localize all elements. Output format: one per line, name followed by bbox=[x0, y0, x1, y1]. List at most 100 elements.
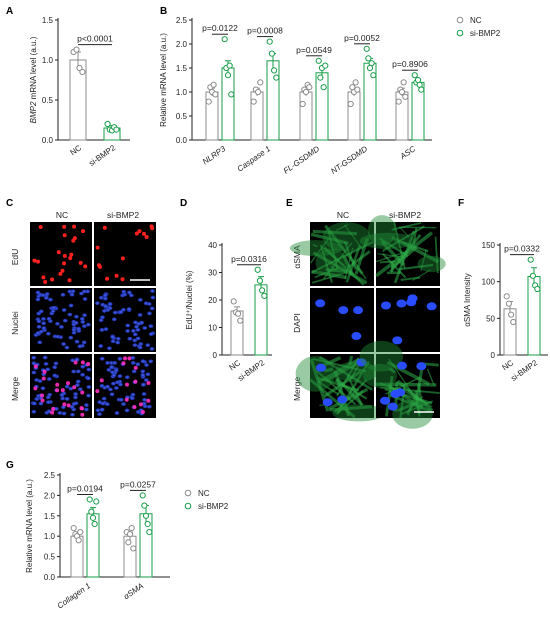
nucleus bbox=[124, 408, 130, 413]
edu-cell bbox=[40, 398, 45, 403]
nucleus bbox=[132, 332, 138, 337]
tile-e-nc-sma bbox=[289, 222, 374, 286]
nucleus bbox=[137, 345, 143, 350]
nucleus bbox=[85, 322, 91, 327]
y-tick-label: 1.0 bbox=[42, 56, 54, 65]
edu-cell bbox=[62, 253, 67, 258]
data-point-b-0-0 bbox=[212, 91, 219, 98]
nucleus bbox=[82, 297, 88, 301]
dapi-nucleus bbox=[387, 402, 398, 411]
edu-cell bbox=[120, 256, 125, 261]
nucleus bbox=[98, 318, 104, 323]
edu-cell bbox=[80, 412, 85, 417]
nucleus bbox=[82, 289, 87, 294]
y-tick-label: 0.5 bbox=[42, 96, 54, 105]
actin-fiber bbox=[311, 241, 374, 274]
nucleus bbox=[132, 343, 138, 347]
data-point-d-1 bbox=[261, 292, 268, 299]
data-point-g-0-1 bbox=[93, 498, 100, 505]
nucleus bbox=[77, 387, 83, 392]
actin-fiber bbox=[412, 227, 418, 245]
nucleus bbox=[86, 367, 92, 372]
chart-g: 0.0 0.5 1.0 1.5 2.0 2.5 Relative mRNA level (a… bbox=[25, 471, 229, 611]
edu-cell bbox=[72, 224, 77, 229]
data-point-b-1-1 bbox=[266, 38, 273, 45]
cell-body bbox=[417, 255, 446, 273]
nucleus bbox=[62, 318, 68, 323]
nucleus bbox=[46, 377, 52, 381]
bar-b-2-1 bbox=[315, 72, 329, 141]
edu-cell bbox=[133, 379, 138, 384]
nucleus bbox=[98, 295, 104, 300]
nucleus bbox=[57, 411, 63, 415]
data-point-d-1 bbox=[256, 277, 263, 284]
nucleus bbox=[106, 367, 112, 372]
nucleus bbox=[143, 301, 149, 306]
p-value-label: p=0.0549 bbox=[296, 45, 332, 55]
data-point-f-0 bbox=[510, 318, 517, 326]
data-point-g-0-0 bbox=[70, 524, 77, 532]
nucleus bbox=[146, 404, 152, 409]
edu-cell bbox=[41, 376, 46, 381]
edu-cell bbox=[41, 275, 46, 280]
nucleus bbox=[38, 401, 44, 406]
actin-fiber bbox=[309, 238, 329, 264]
nucleus bbox=[37, 340, 43, 345]
edu-cell bbox=[144, 234, 149, 239]
nucleus bbox=[69, 292, 75, 297]
data-point-g-1-0 bbox=[125, 539, 132, 546]
panel-c-col-si: si-BMP2 bbox=[107, 210, 139, 220]
nucleus bbox=[100, 315, 105, 320]
data-point-b-0-1 bbox=[226, 62, 233, 69]
nucleus bbox=[86, 393, 91, 398]
tile-e-nc-dapi bbox=[310, 288, 374, 352]
panel-label-b: B bbox=[160, 6, 167, 17]
nucleus bbox=[125, 323, 131, 328]
nucleus bbox=[71, 328, 77, 332]
data-point-b-3-1 bbox=[370, 72, 377, 79]
edu-cell bbox=[40, 393, 45, 398]
nucleus bbox=[51, 305, 56, 310]
nucleus bbox=[31, 409, 37, 414]
nucleus bbox=[99, 356, 105, 361]
data-point-f-0 bbox=[508, 311, 515, 318]
nucleus bbox=[31, 370, 37, 375]
nucleus bbox=[140, 369, 146, 374]
edu-cell bbox=[55, 382, 60, 387]
y-tick-label: 0.0 bbox=[42, 136, 54, 145]
nucleus bbox=[80, 364, 86, 369]
edu-cell bbox=[61, 261, 66, 266]
y-tick-label: 0.0 bbox=[176, 136, 188, 145]
nucleus bbox=[112, 310, 118, 315]
nucleus bbox=[117, 356, 123, 361]
data-point-a-1 bbox=[113, 126, 120, 133]
p-value-label: p=0.0332 bbox=[504, 244, 540, 254]
bar-b-0-1 bbox=[221, 67, 235, 141]
data-point-d-1 bbox=[259, 287, 266, 294]
data-point-b-3-0 bbox=[347, 100, 354, 108]
nucleus bbox=[77, 344, 83, 349]
p-value-label: p<0.0001 bbox=[77, 34, 113, 44]
actin-fiber bbox=[324, 367, 334, 373]
panel-e-images: NC si-BMP2 αSMA DAPI Merge bbox=[289, 210, 446, 429]
y-axis-label: αSMA Intensity bbox=[463, 273, 472, 327]
data-point-b-0-1 bbox=[224, 72, 232, 79]
nucleus bbox=[135, 362, 141, 367]
y-tick-label: 2.0 bbox=[176, 40, 188, 49]
actin-fiber bbox=[348, 355, 354, 366]
p-value-label: p=0.0008 bbox=[247, 26, 283, 36]
nucleus bbox=[45, 400, 51, 405]
nucleus bbox=[71, 402, 77, 406]
nucleus bbox=[134, 324, 139, 329]
x-tick-label: NC bbox=[69, 143, 84, 157]
legend-marker bbox=[184, 502, 192, 510]
data-point-g-0-1 bbox=[89, 514, 97, 521]
edu-cell bbox=[121, 361, 126, 366]
nucleus bbox=[143, 378, 149, 382]
actin-fiber bbox=[323, 242, 353, 280]
nucleus bbox=[110, 335, 116, 339]
panel-label-f: F bbox=[458, 198, 464, 209]
nucleus bbox=[60, 292, 66, 297]
nucleus bbox=[126, 307, 132, 311]
